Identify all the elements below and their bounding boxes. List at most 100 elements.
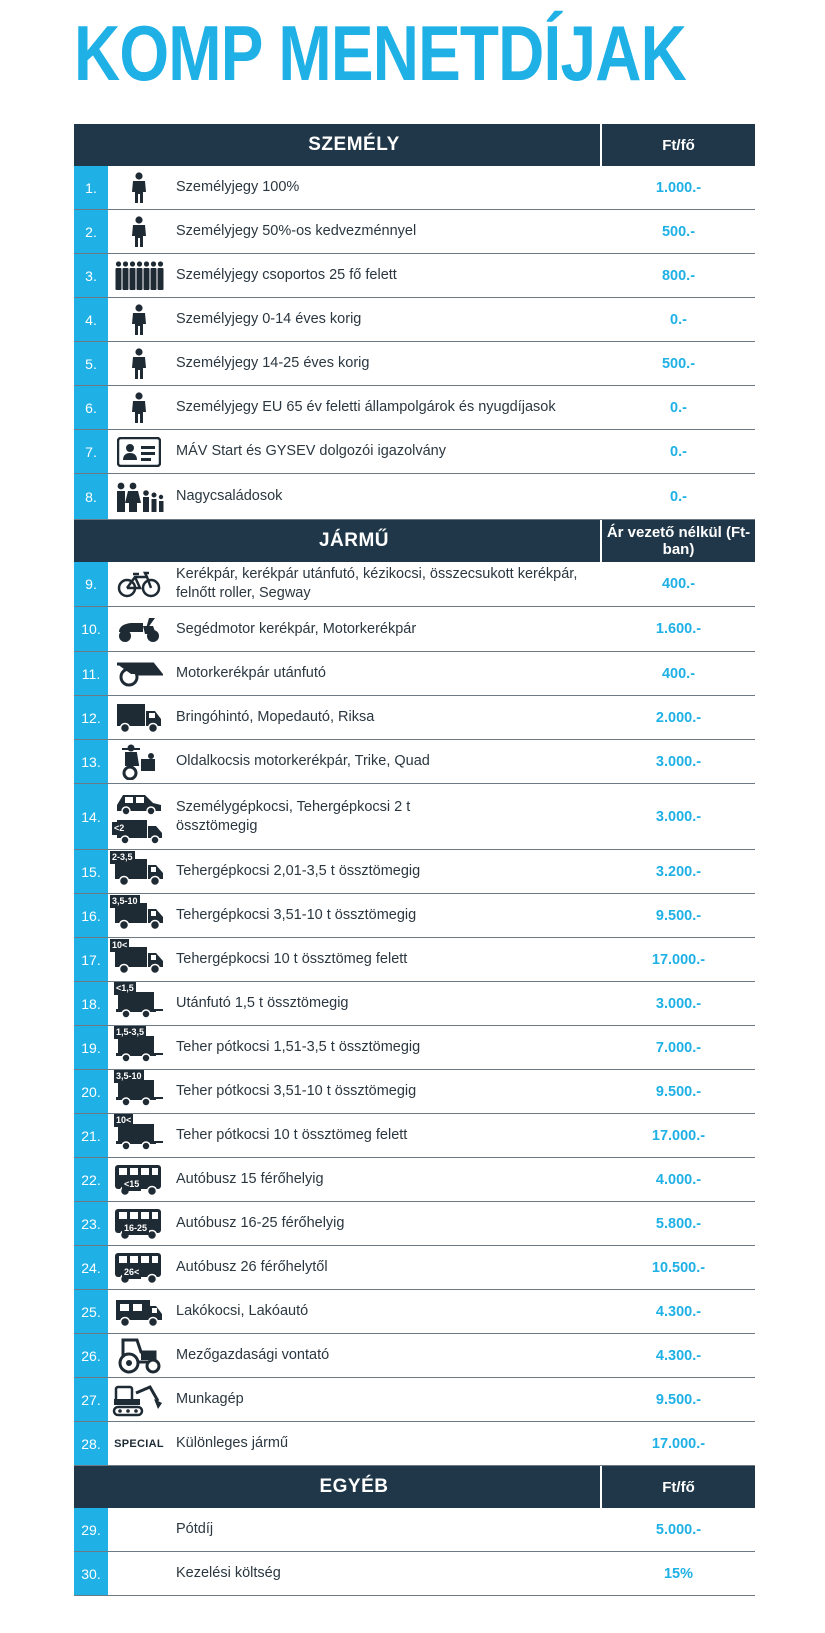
table-row: 8. Nagycsaládosok 0.- (74, 474, 755, 520)
row-number: 18. (74, 982, 108, 1025)
row-price: 15% (663, 1565, 694, 1582)
table-row: 29. Pótdíj 5.000.- (74, 1508, 755, 1552)
row-price: 3.000.- (655, 753, 702, 770)
weight-badge: 1,5-3,5 (114, 1026, 147, 1039)
section-title: SZEMÉLY (308, 134, 400, 155)
row-number: 9. (74, 562, 108, 606)
weight-badge: <15 (122, 1178, 142, 1191)
row-description: Kerékpár, kerékpár utánfutó, kézikocsi, … (176, 566, 578, 601)
trailer-icon: <1,5 (108, 982, 170, 1025)
row-description: Teher pótkocsi 3,51-10 t össztömegig (176, 1083, 417, 1099)
row-number: 30. (74, 1552, 108, 1595)
table-row: 3. Személyjegy csoportos 25 fő felett 800.… (74, 254, 755, 298)
row-description: Személyjegy EU 65 év feletti állampolgár… (176, 399, 556, 415)
table-row: 6. Személyjegy EU 65 év feletti állampolg… (74, 386, 755, 430)
row-number: 2. (74, 210, 108, 253)
person-icon (108, 210, 170, 253)
row-price: 17.000.- (651, 951, 706, 968)
row-description: Személyjegy 0-14 éves korig (176, 311, 362, 327)
scooter-icon (108, 607, 170, 651)
row-description: Személyjegy 14-25 éves korig (176, 355, 370, 371)
weight-badge: 16-25 (122, 1222, 150, 1235)
person-icon (108, 298, 170, 341)
row-description: Oldalkocsis motorkerékpár, Trike, Quad (176, 753, 430, 769)
moto-trailer-icon (108, 652, 170, 695)
weight-badge: 26< (122, 1266, 142, 1279)
trailer-icon: 1,5-3,5 (108, 1026, 170, 1069)
row-description: Autóbusz 15 férőhelyig (176, 1171, 324, 1187)
row-number: 11. (74, 652, 108, 695)
camper-icon (108, 1290, 170, 1333)
weight-badge: 3,5-10 (110, 895, 140, 908)
table-row: 18. <1,5 Utánfutó 1,5 t össztömegig 3.000.- (74, 982, 755, 1026)
row-price: 800.- (661, 267, 696, 284)
row-price: 9.500.- (655, 1391, 702, 1408)
row-description: Tehergépkocsi 3,51-10 t össztömegig (176, 907, 417, 923)
row-number: 20. (74, 1070, 108, 1113)
row-price: 7.000.- (655, 1039, 702, 1056)
truck-icon: 3,5-10 (108, 894, 170, 937)
row-description: Bringóhintó, Mopedautó, Riksa (176, 709, 375, 725)
row-description: Autóbusz 26 férőhelytől (176, 1259, 328, 1275)
row-description: Teher pótkocsi 10 t össztömeg felett (176, 1127, 408, 1143)
row-price: 400.- (661, 665, 696, 682)
row-price: 17.000.- (651, 1127, 706, 1144)
row-number: 12. (74, 696, 108, 739)
icon-cell-empty (108, 1552, 170, 1595)
table-row: 10. Segédmotor kerékpár, Motorkerékpár 1.6… (74, 607, 755, 652)
row-number: 14. (74, 784, 108, 849)
person-icon (108, 166, 170, 209)
row-description: Tehergépkocsi 10 t össztömeg felett (176, 951, 408, 967)
row-price: 0.- (670, 311, 687, 328)
row-description: Személyjegy csoportos 25 fő felett (176, 267, 397, 283)
table-row: 11. Motorkerékpár utánfutó 400.- (74, 652, 755, 696)
section-title: EGYÉB (319, 1476, 389, 1497)
row-price: 500.- (661, 223, 696, 240)
icon-cell-empty (108, 1508, 170, 1551)
row-number: 13. (74, 740, 108, 783)
weight-badge: 3,5-10 (114, 1070, 144, 1083)
row-description: Pótdíj (176, 1521, 214, 1537)
table-row: 22. <15 Autóbusz 15 férőhelyig 4.000.- (74, 1158, 755, 1202)
price-column-header: Ár vezető nélkül (Ft-ban) (600, 520, 755, 562)
row-price: 4.300.- (655, 1303, 702, 1320)
special-label: SPECIAL (114, 1437, 164, 1450)
header-spacer (74, 124, 108, 166)
row-price: 0.- (670, 399, 687, 416)
row-number: 27. (74, 1378, 108, 1421)
row-description: Munkagép (176, 1391, 244, 1407)
table-row: 30. Kezelési költség 15% (74, 1552, 755, 1596)
table-row: 12. Bringóhintó, Mopedautó, Riksa 2.000.- (74, 696, 755, 740)
table-row: 16. 3,5-10 Tehergépkocsi 3,51-10 t össztöm… (74, 894, 755, 938)
row-number: 26. (74, 1334, 108, 1377)
row-price: 1.000.- (655, 179, 702, 196)
table-row: 25. Lakókocsi, Lakóautó 4.300.- (74, 1290, 755, 1334)
row-number: 16. (74, 894, 108, 937)
row-description: Személyjegy 100% (176, 179, 300, 195)
row-description: Tehergépkocsi 2,01-3,5 t össztömegig (176, 863, 421, 879)
car-truck-icon: <2 (108, 784, 170, 849)
table-row: 4. Személyjegy 0-14 éves korig 0.- (74, 298, 755, 342)
table-row: 23. 16-25 Autóbusz 16-25 férőhelyig 5.800.- (74, 1202, 755, 1246)
table-row: 14. <2 Személygépkocsi, Tehergépkocsi 2 t … (74, 784, 755, 850)
weight-badge: <1,5 (114, 982, 136, 995)
row-number: 5. (74, 342, 108, 385)
row-description: Személyjegy 50%-os kedvezménnyel (176, 223, 417, 239)
weight-badge: 10< (114, 1114, 134, 1127)
truck-icon: 2-3,5 (108, 850, 170, 893)
person-icon (108, 386, 170, 429)
row-price: 9.500.- (655, 1083, 702, 1100)
table-row: 27. Munkagép 9.500.- (74, 1378, 755, 1422)
row-price: 17.000.- (651, 1435, 706, 1452)
row-description: Lakókocsi, Lakóautó (176, 1303, 309, 1319)
trailer-icon: 3,5-10 (108, 1070, 170, 1113)
truck-icon: 10< (108, 938, 170, 981)
page-title: KOMP MENETDÍJAK (74, 9, 687, 97)
table-row: 19. 1,5-3,5 Teher pótkocsi 1,51-3,5 t össz… (74, 1026, 755, 1070)
bus-icon: <15 (108, 1158, 170, 1201)
sidecar-icon (108, 740, 170, 783)
row-description: Utánfutó 1,5 t össztömegig (176, 995, 349, 1011)
row-number: 10. (74, 607, 108, 651)
row-number: 29. (74, 1508, 108, 1551)
special-label: SPECIAL (108, 1422, 170, 1465)
